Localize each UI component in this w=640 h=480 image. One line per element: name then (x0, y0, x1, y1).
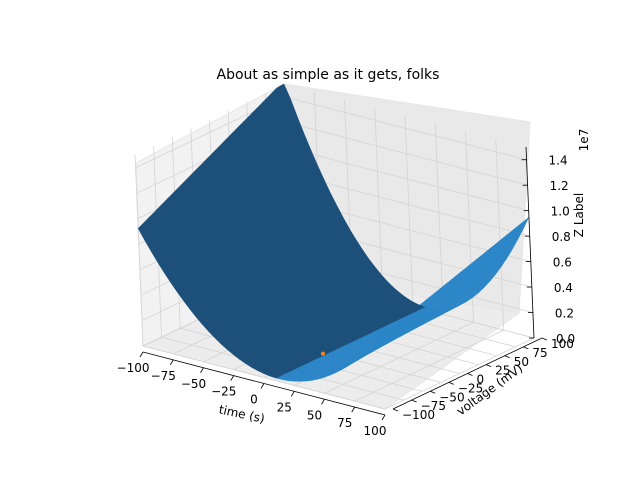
y-tick-label: −25 (458, 381, 483, 395)
minimum-marker (320, 351, 325, 356)
y-tick-mark (448, 382, 455, 385)
left-pane-grid-y (134, 154, 144, 347)
y-tick-mark (392, 408, 399, 412)
y-tick-mark (411, 399, 417, 403)
right-pane-grid-x (495, 139, 505, 331)
x-tick-mark (290, 391, 295, 397)
y-tick-mark (485, 364, 492, 367)
x-tick-label: −25 (211, 385, 236, 399)
right-pane-grid-x (404, 115, 414, 307)
x-tick-label: 25 (277, 400, 292, 414)
z-tick-label: 1.0 (551, 205, 570, 219)
x-tick-mark (351, 406, 356, 413)
z-tick-label: 1.2 (550, 179, 569, 193)
z-axis-line (525, 146, 535, 339)
y-tick-mark (504, 355, 510, 359)
y-tick-label: 50 (514, 355, 529, 369)
x-tick-label: 0 (250, 393, 258, 407)
right-pane-grid-z (287, 172, 530, 237)
x-tick-label: −50 (181, 377, 206, 391)
x-tick-mark (200, 367, 204, 373)
z-tick-label: 0.2 (555, 307, 574, 321)
x-tick-mark (260, 383, 265, 389)
x-tick-label: −75 (151, 369, 176, 383)
y-tick-label: 25 (495, 364, 510, 378)
y-tick-mark (523, 346, 529, 350)
right-pane-grid-x (374, 107, 384, 299)
right-pane-grid-x (434, 123, 444, 315)
right-pane-grid-z (286, 147, 529, 212)
floor-grid-x (324, 321, 474, 394)
x-tick-mark (381, 414, 386, 421)
x-tick-mark (321, 399, 325, 405)
y-tick-label: 0 (477, 373, 485, 387)
right-pane-grid-z (285, 121, 528, 186)
surface-facet (280, 83, 291, 103)
z-tick-label: 0.6 (553, 256, 572, 270)
z-tick-label: 0.0 (556, 332, 575, 346)
chart-title: About as simple as it gets, folks (217, 67, 440, 83)
y-tick-label: −75 (421, 399, 446, 413)
axes: −100−75−50−250255075100−100−75−50−250255… (117, 146, 575, 438)
y-tick-mark (430, 390, 436, 394)
z-tick-label: 0.4 (554, 281, 573, 295)
right-pane-grid-z (284, 96, 527, 161)
z-tick-label: 0.8 (552, 230, 571, 244)
z-tick-label: 1.4 (549, 154, 568, 168)
floor-grid-x (384, 337, 535, 410)
y-tick-label: 100 (551, 337, 574, 351)
x-tick-label: 50 (307, 408, 322, 422)
floor-grid-x (354, 329, 504, 402)
y-tick-mark (467, 373, 473, 376)
z-axis-label: Z Label (572, 193, 586, 237)
surface (137, 83, 530, 382)
y-tick-label: 75 (532, 346, 547, 360)
y-tick-label: −100 (402, 408, 435, 422)
x-tick-label: 75 (337, 416, 352, 430)
z-offset-label: 1e7 (577, 129, 591, 152)
y-tick-label: −50 (439, 390, 464, 404)
x-tick-label: −100 (117, 361, 150, 375)
x-axis-label: time (s) (218, 402, 266, 425)
x-tick-mark (230, 375, 235, 381)
x-tick-label: 100 (364, 424, 387, 438)
x-tick-mark (139, 351, 144, 358)
x-tick-mark (169, 359, 174, 366)
y-tick-mark (541, 337, 548, 341)
